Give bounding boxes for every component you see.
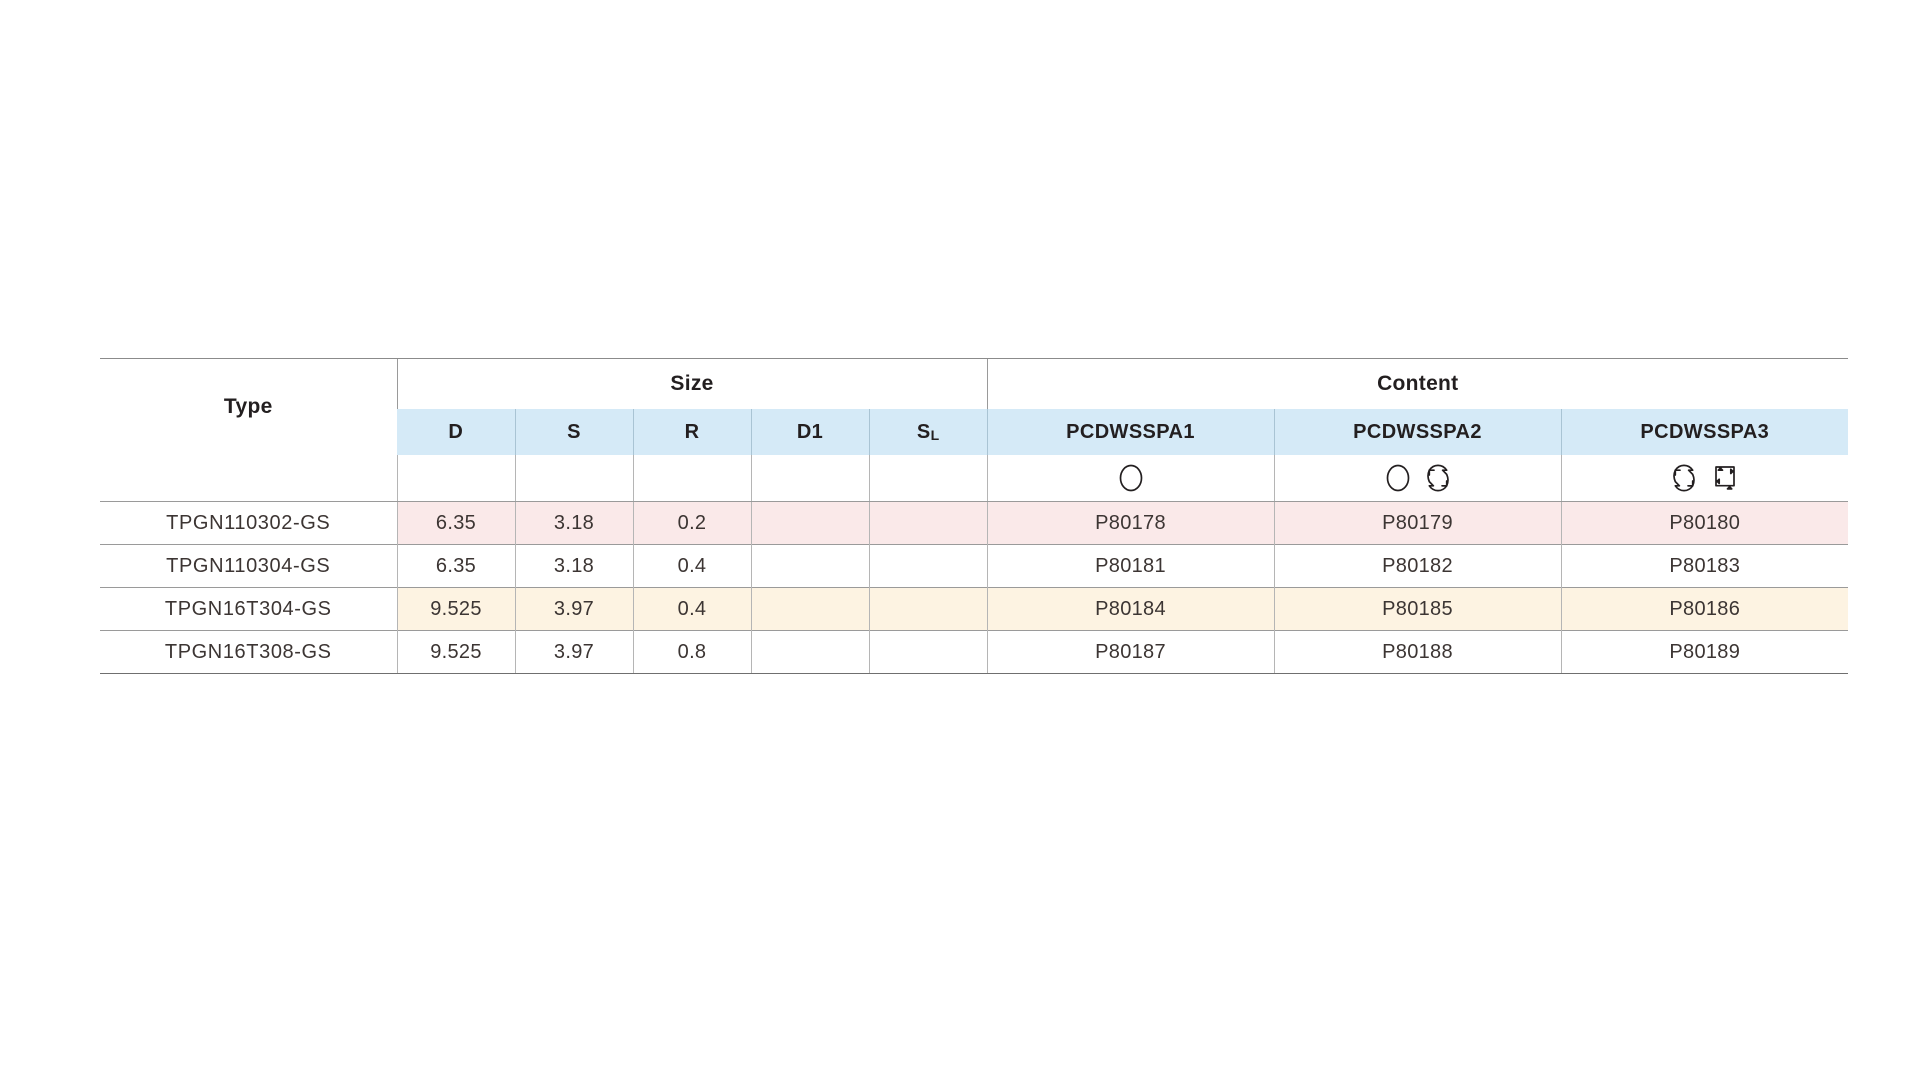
cell-r: 0.2 (632, 501, 751, 545)
specification-table-container: Type Size Content D S R D1 SL PCDWSSPA1 … (100, 358, 1849, 674)
specification-table: Type Size Content D S R D1 SL PCDWSSPA1 … (100, 358, 1849, 674)
icon-group-pcdwsspa1 (988, 463, 1274, 493)
cell-pcdwsspa3: P80180 (1560, 501, 1849, 545)
cell-pcdwsspa1: P80181 (987, 544, 1275, 588)
circle-icon (1119, 464, 1142, 492)
icon-group-pcdwsspa2 (1275, 463, 1561, 493)
round-notched-icon (1426, 464, 1449, 492)
cell-s: 3.18 (514, 544, 633, 588)
header-col-sl: SL (868, 409, 988, 455)
header-group-size: Size (396, 358, 988, 409)
cell-pcdwsspa3: P80186 (1560, 587, 1849, 631)
cell-r: 0.4 (632, 587, 751, 631)
cell-sl (868, 630, 988, 674)
table-row[interactable]: TPGN110304-GS 6.35 3.18 0.4 P80181 P8018… (100, 544, 1849, 588)
cell-pcdwsspa2: P80185 (1273, 587, 1562, 631)
cell-r: 0.8 (632, 630, 751, 674)
square-notched-icon (1714, 466, 1735, 490)
cell-type: TPGN110304-GS (100, 544, 397, 588)
cell-s: 3.97 (514, 587, 633, 631)
table-icon-row (100, 455, 1849, 502)
icon-group-pcdwsspa3 (1562, 463, 1849, 493)
round-notched-icon (1673, 464, 1695, 492)
header-col-s: S (514, 409, 634, 455)
header-col-pcdwsspa1: PCDWSSPA1 (986, 409, 1275, 455)
icon-row-d1-blank (750, 455, 869, 502)
cell-d: 6.35 (396, 544, 515, 588)
cell-pcdwsspa1: P80178 (987, 501, 1275, 545)
cell-sl (868, 544, 988, 588)
header-type: Type (100, 358, 397, 455)
cell-sl (868, 501, 988, 545)
header-col-sl-base: S (916, 420, 931, 443)
header-col-pcdwsspa2: PCDWSSPA2 (1273, 409, 1562, 455)
table-row[interactable]: TPGN16T308-GS 9.525 3.97 0.8 P80187 P801… (100, 630, 1849, 674)
table-header-sub-row: D S R D1 SL PCDWSSPA1 PCDWSSPA2 PCDWSSPA… (100, 409, 1849, 455)
cell-type: TPGN16T304-GS (100, 587, 397, 631)
cell-pcdwsspa3: P80189 (1560, 630, 1849, 674)
cell-r: 0.4 (632, 544, 751, 588)
header-col-pcdwsspa3: PCDWSSPA3 (1560, 409, 1849, 455)
icon-cell-pcdwsspa1 (987, 455, 1275, 502)
cell-pcdwsspa2: P80188 (1273, 630, 1562, 674)
icon-row-sl-blank (868, 455, 988, 502)
cell-pcdwsspa2: P80182 (1273, 544, 1562, 588)
icon-row-type-blank (100, 455, 397, 502)
cell-pcdwsspa1: P80184 (987, 587, 1275, 631)
table-row[interactable]: TPGN110302-GS 6.35 3.18 0.2 P80178 P8017… (100, 501, 1849, 545)
cell-d: 9.525 (396, 630, 515, 674)
cell-sl (868, 587, 988, 631)
header-col-d: D (397, 409, 516, 455)
cell-pcdwsspa3: P80183 (1560, 544, 1849, 588)
cell-d1 (750, 630, 869, 674)
cell-s: 3.97 (514, 630, 633, 674)
cell-d1 (750, 544, 869, 588)
cell-pcdwsspa2: P80179 (1273, 501, 1562, 545)
cell-pcdwsspa1: P80187 (987, 630, 1275, 674)
icon-row-s-blank (514, 455, 633, 502)
cell-s: 3.18 (514, 501, 633, 545)
table-row[interactable]: TPGN16T304-GS 9.525 3.97 0.4 P80184 P801… (100, 587, 1849, 631)
circle-icon (1386, 464, 1409, 492)
cell-d: 6.35 (396, 501, 515, 545)
cell-type: TPGN110302-GS (100, 501, 397, 545)
header-col-sl-subscript: L (930, 426, 940, 443)
cell-type: TPGN16T308-GS (100, 630, 397, 674)
icon-cell-pcdwsspa2 (1273, 455, 1562, 502)
icon-row-r-blank (632, 455, 751, 502)
table-header-group-row: Type Size Content (100, 358, 1849, 455)
cell-d1 (750, 587, 869, 631)
header-group-content: Content (986, 358, 1849, 409)
cell-d1 (750, 501, 869, 545)
icon-row-d-blank (396, 455, 515, 502)
cell-d: 9.525 (396, 587, 515, 631)
header-col-r: R (632, 409, 752, 455)
icon-cell-pcdwsspa3 (1560, 455, 1849, 502)
header-col-d1: D1 (750, 409, 870, 455)
